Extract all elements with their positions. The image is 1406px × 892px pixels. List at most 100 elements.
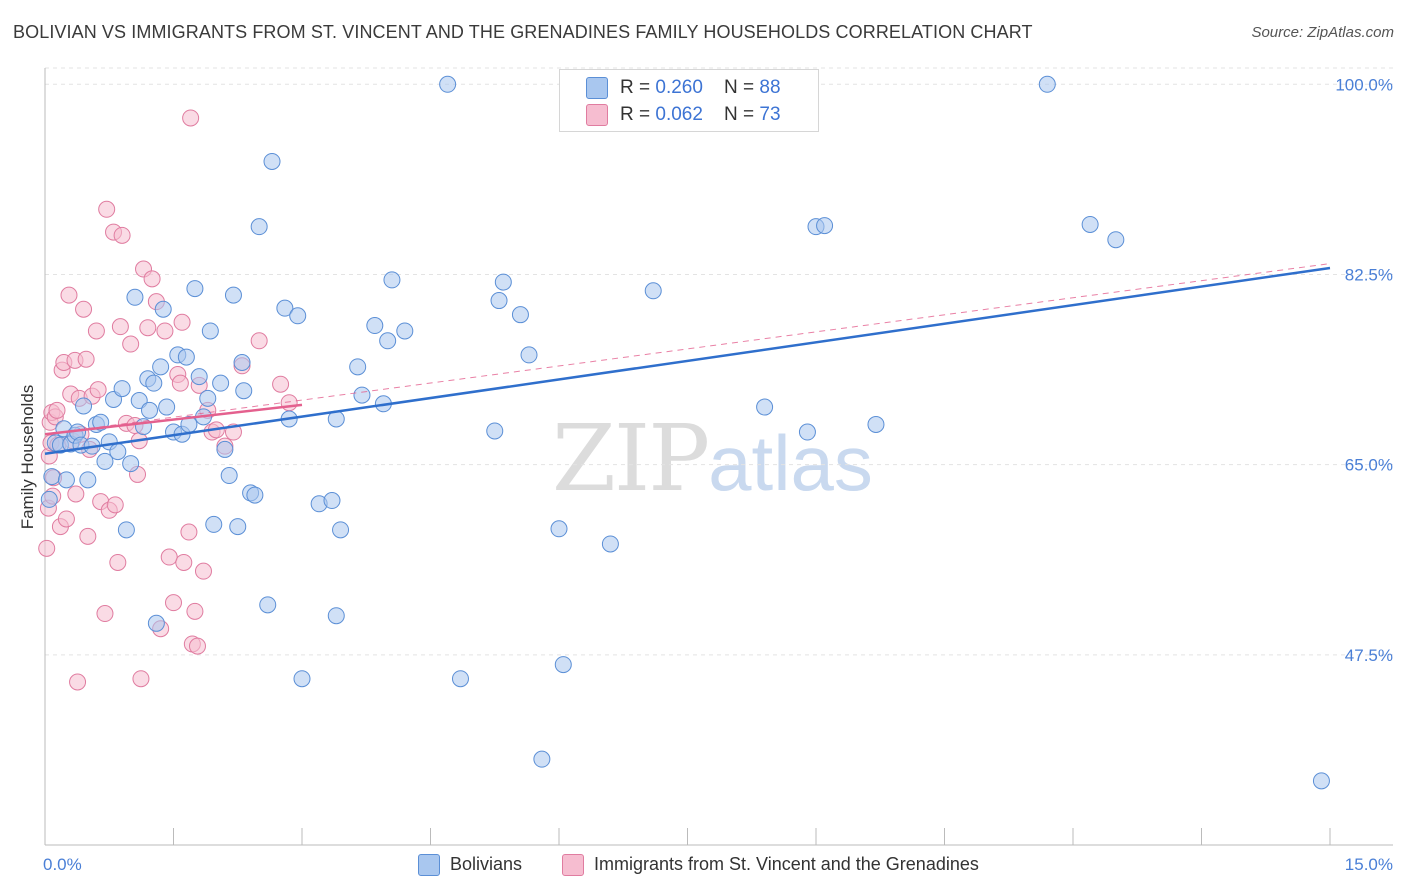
y-tick-label: 82.5% (1345, 265, 1393, 284)
data-point-bolivians (216, 440, 234, 458)
bottom-legend-label-immigrants: Immigrants from St. Vincent and the Gren… (594, 854, 979, 874)
data-point-immigrants (132, 670, 150, 688)
data-point-immigrants (280, 394, 298, 412)
data-point-bolivians (366, 317, 384, 335)
data-point-immigrants (122, 335, 140, 353)
data-point-bolivians (1038, 75, 1056, 93)
data-point-immigrants (111, 318, 129, 336)
data-point-bolivians (293, 670, 311, 688)
data-point-bolivians (490, 292, 508, 310)
data-point-bolivians (327, 607, 345, 625)
data-point-bolivians (250, 218, 268, 236)
data-point-bolivians (158, 398, 176, 416)
legend-stats-bolivians: R = 0.260 N = 88 (620, 77, 781, 98)
data-point-bolivians (199, 389, 217, 407)
data-point-immigrants (75, 300, 93, 318)
tick-labels: 47.5% 65.0% 82.5% 100.0% 0.0% 15.0% (43, 75, 1393, 874)
y-tick-label: 65.0% (1345, 456, 1393, 475)
data-point-bolivians (40, 490, 58, 508)
data-point-bolivians (109, 443, 127, 461)
data-point-bolivians (212, 374, 230, 392)
watermark: ZIPatlas (552, 405, 873, 512)
bottom-legend-label-bolivians: Bolivians (450, 854, 523, 874)
data-point-immigrants (87, 322, 105, 340)
data-point-immigrants (175, 553, 193, 571)
data-point-bolivians (289, 307, 307, 325)
data-point-immigrants (98, 200, 116, 218)
data-point-bolivians (554, 656, 572, 674)
data-point-bolivians (601, 535, 619, 553)
data-point-bolivians (379, 332, 397, 350)
data-point-immigrants (77, 350, 95, 368)
legend-swatch-blue (586, 77, 608, 99)
data-point-immigrants (173, 313, 191, 331)
trend-lines (44, 263, 1331, 456)
bottom-legend-swatch-pink (562, 854, 584, 876)
watermark-zip: ZIP (552, 405, 710, 512)
data-point-bolivians (126, 288, 144, 306)
data-point-bolivians (246, 486, 264, 504)
data-point-bolivians (332, 521, 350, 539)
data-point-immigrants (182, 109, 200, 127)
data-point-immigrants (96, 605, 114, 623)
data-point-bolivians (224, 286, 242, 304)
axes (44, 68, 1393, 846)
y-tick-label: 47.5% (1345, 646, 1393, 665)
data-point-bolivians (141, 401, 159, 419)
data-point-immigrants (156, 322, 174, 340)
data-point-bolivians (1312, 772, 1330, 790)
data-point-bolivians (276, 299, 294, 317)
data-point-bolivians (323, 492, 341, 510)
y-tick-label: 100.0% (1335, 75, 1393, 94)
data-point-bolivians (439, 75, 457, 93)
chart-title: BOLIVIAN VS IMMIGRANTS FROM ST. VINCENT … (13, 22, 1033, 42)
data-point-bolivians (396, 322, 414, 340)
data-point-bolivians (57, 471, 75, 489)
data-point-bolivians (1107, 231, 1125, 249)
data-point-bolivians (383, 271, 401, 289)
data-point-immigrants (89, 381, 107, 399)
data-point-bolivians (235, 382, 253, 400)
data-point-bolivians (145, 374, 163, 392)
data-point-immigrants (38, 539, 56, 557)
data-point-bolivians (233, 353, 251, 371)
data-point-bolivians (79, 471, 97, 489)
data-point-immigrants (272, 375, 290, 393)
correlation-legend: R = 0.260 N = 88 R = 0.062 N = 73 (559, 69, 819, 132)
data-point-immigrants (109, 553, 127, 571)
data-point-immigrants (48, 401, 66, 419)
data-point-bolivians (550, 520, 568, 538)
data-point-bolivians (259, 596, 277, 614)
data-point-immigrants (188, 637, 206, 655)
data-point-bolivians (220, 467, 238, 485)
data-point-bolivians (43, 468, 61, 486)
data-point-immigrants (160, 548, 178, 566)
watermark-atlas: atlas (708, 419, 873, 507)
x-tick-label: 0.0% (43, 855, 82, 874)
data-point-bolivians (75, 397, 93, 415)
data-point-bolivians (533, 750, 551, 768)
data-point-bolivians (867, 415, 885, 433)
data-point-immigrants (165, 594, 182, 612)
data-point-immigrants (250, 332, 268, 350)
data-point-bolivians (816, 217, 834, 235)
data-point-immigrants (143, 270, 161, 288)
data-point-bolivians (798, 423, 816, 441)
data-point-bolivians (122, 455, 140, 473)
data-point-immigrants (106, 496, 124, 514)
legend-stats-immigrants: R = 0.062 N = 73 (620, 104, 781, 125)
trend-line-immigrants (44, 403, 303, 436)
trend-line-bolivians (44, 266, 1331, 456)
data-point-immigrants (113, 226, 131, 244)
data-point-bolivians (263, 152, 281, 170)
series-bolivians-points (40, 75, 1330, 790)
x-tick-label: 15.0% (1345, 855, 1393, 874)
data-point-bolivians (451, 670, 469, 688)
data-point-immigrants (186, 602, 204, 620)
data-point-bolivians (130, 392, 148, 410)
data-point-immigrants (79, 527, 97, 545)
data-point-immigrants (180, 523, 198, 541)
data-point-bolivians (1081, 215, 1099, 233)
data-point-immigrants (57, 510, 75, 528)
data-point-bolivians (520, 346, 538, 364)
